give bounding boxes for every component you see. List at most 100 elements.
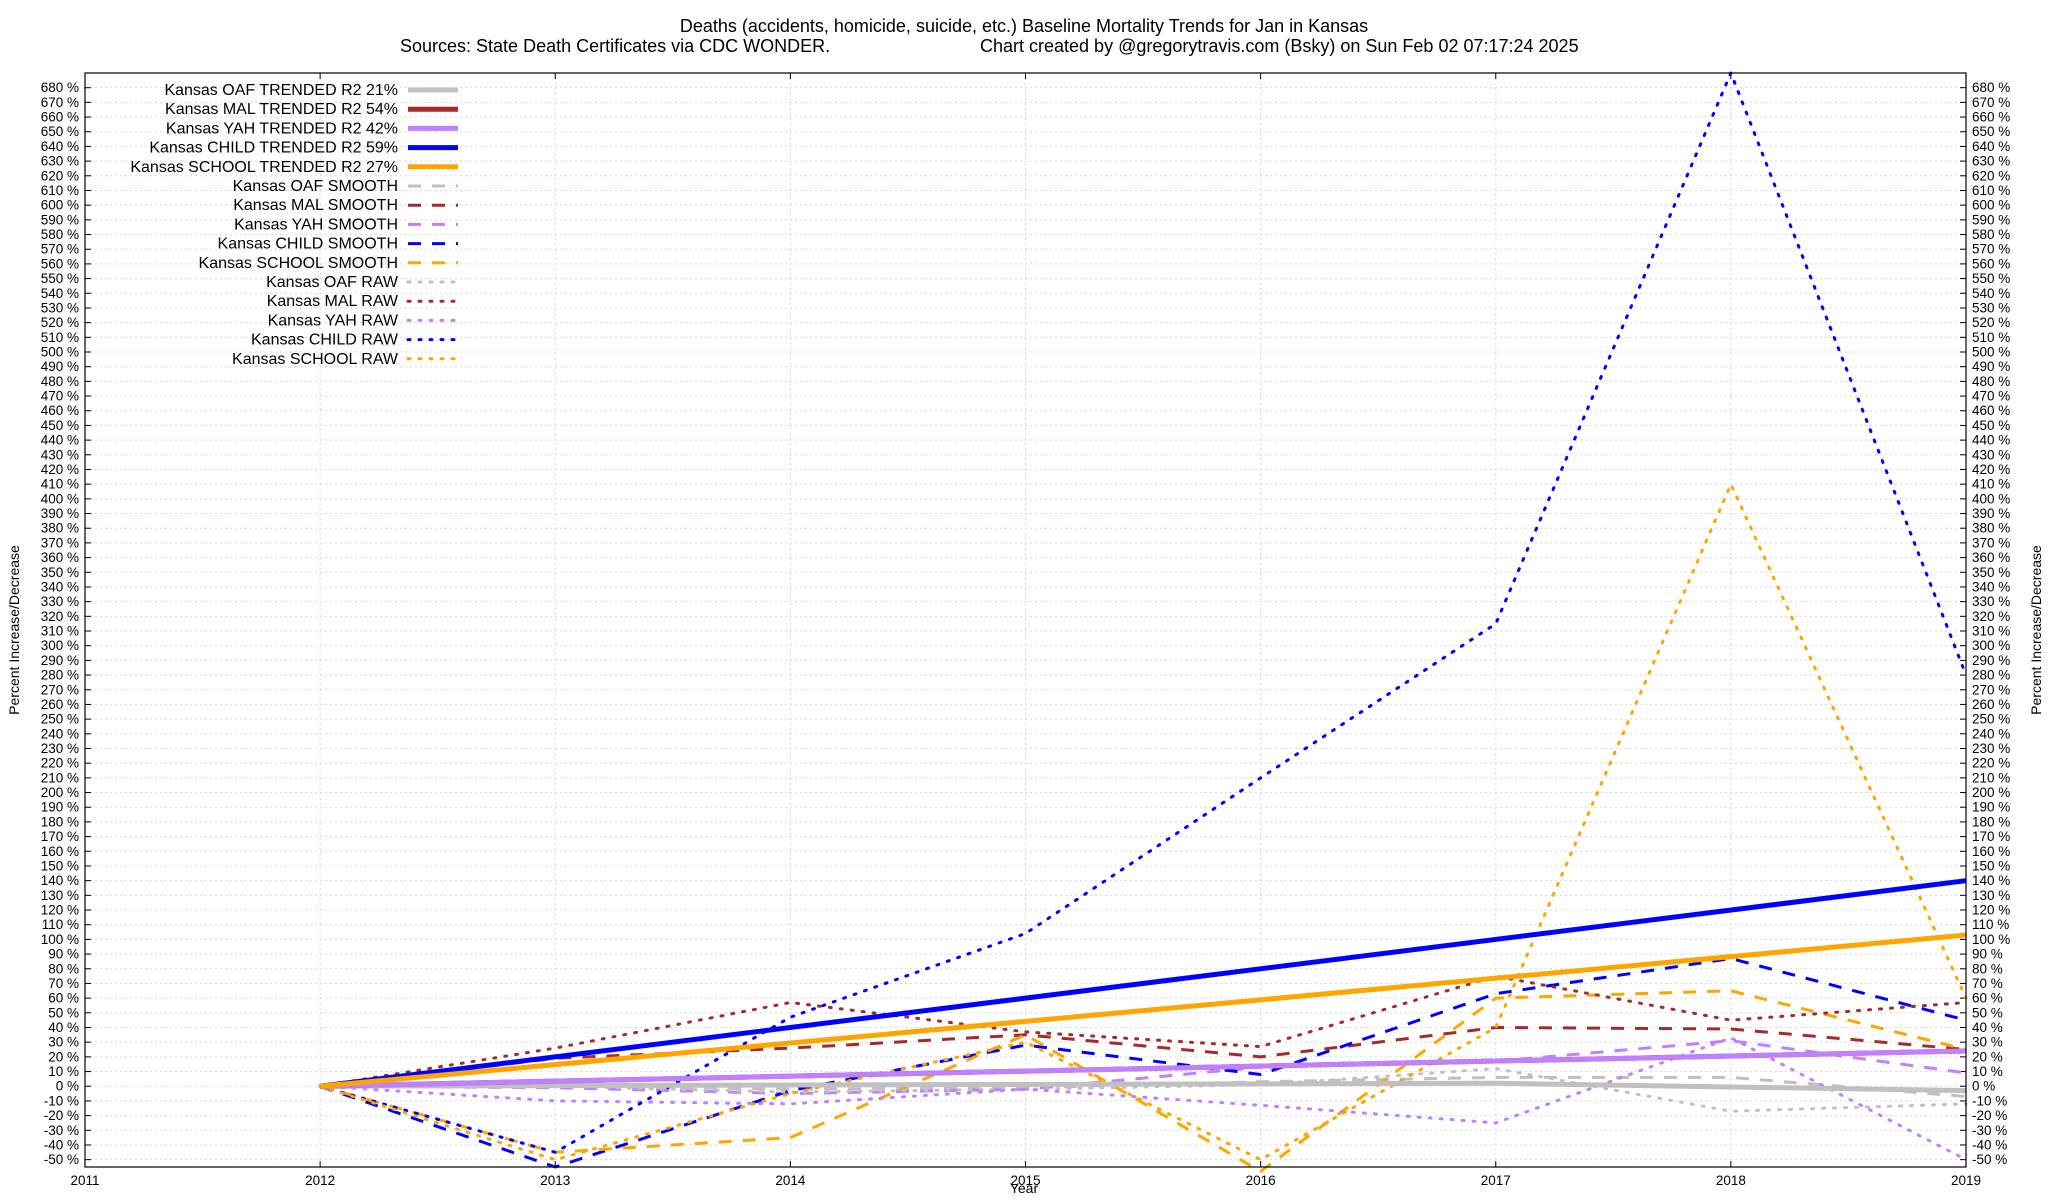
y-tick-label-right: 230 % bbox=[1972, 741, 2010, 756]
y-tick-label: -10 % bbox=[44, 1093, 79, 1108]
series-lines bbox=[318, 71, 1968, 1173]
y-tick-label-right: 80 % bbox=[1972, 961, 2003, 976]
y-tick-label-right: 110 % bbox=[1972, 917, 2009, 932]
y-tick-label-right: 240 % bbox=[1972, 726, 2010, 741]
y-tick-label-right: 420 % bbox=[1972, 462, 2010, 477]
y-tick-label: 150 % bbox=[41, 858, 79, 873]
series-line bbox=[319, 1026, 1967, 1088]
y-tick-label-right: 480 % bbox=[1972, 374, 2010, 389]
x-tick-label: 2019 bbox=[1951, 1173, 1981, 1188]
y-tick-label: 540 % bbox=[41, 286, 79, 301]
y-tick-label: -40 % bbox=[44, 1137, 79, 1152]
y-tick-label-right: 370 % bbox=[1972, 535, 2010, 550]
series-line bbox=[320, 1039, 1967, 1096]
y-tick-label-right: 660 % bbox=[1972, 110, 2010, 125]
x-tick-label: 2017 bbox=[1481, 1173, 1511, 1188]
y-tick-label: 190 % bbox=[41, 800, 79, 815]
y-tick-label: 440 % bbox=[41, 433, 79, 448]
y-tick-label-right: 470 % bbox=[1972, 389, 2010, 404]
legend-label: Kansas MAL TRENDED R2 54% bbox=[165, 101, 398, 118]
y-tick-label: 0 % bbox=[56, 1079, 79, 1094]
y-tick-label: 280 % bbox=[41, 668, 79, 683]
y-tick-label: 490 % bbox=[41, 359, 79, 374]
y-tick-label: 570 % bbox=[41, 242, 79, 257]
y-tick-label: 90 % bbox=[48, 947, 79, 962]
y-tick-label: 10 % bbox=[48, 1064, 79, 1079]
y-tick-label: 270 % bbox=[41, 682, 79, 697]
y-axis-label: Percent Increase/Decrease bbox=[6, 545, 22, 715]
y-tick-label-right: 310 % bbox=[1972, 624, 2010, 639]
chart-subtitle-source: Sources: State Death Certificates via CD… bbox=[400, 36, 830, 56]
y-tick-label-right: 530 % bbox=[1972, 300, 2010, 315]
y-tick-label: 660 % bbox=[41, 110, 79, 125]
y-tick-label-right: 20 % bbox=[1972, 1049, 2003, 1064]
y-tick-label: 250 % bbox=[41, 712, 79, 727]
y-tick-label: 210 % bbox=[41, 770, 79, 785]
x-tick-label: 2011 bbox=[70, 1173, 99, 1188]
y-tick-label-right: 330 % bbox=[1972, 594, 2010, 609]
y-tick-label-right: 520 % bbox=[1972, 315, 2010, 330]
y-tick-label-right: 200 % bbox=[1972, 785, 2010, 800]
y-tick-label: 180 % bbox=[41, 814, 79, 829]
y-tick-label-right: 580 % bbox=[1972, 227, 2010, 242]
y-tick-label-right: 150 % bbox=[1972, 858, 2010, 873]
y-tick-label: 670 % bbox=[41, 95, 79, 110]
y-tick-label: -20 % bbox=[44, 1108, 79, 1123]
y-tick-label: 610 % bbox=[41, 183, 79, 198]
y-tick-label: 550 % bbox=[41, 271, 79, 286]
y-tick-label-right: 90 % bbox=[1972, 947, 2003, 962]
y-tick-label-right: 590 % bbox=[1972, 212, 2010, 227]
legend-label: Kansas SCHOOL TRENDED R2 27% bbox=[130, 159, 398, 176]
y-tick-label: 380 % bbox=[41, 521, 79, 536]
y-tick-label: -50 % bbox=[44, 1152, 79, 1167]
y-tick-label: 640 % bbox=[41, 139, 79, 154]
y-tick-label-right: 570 % bbox=[1972, 242, 2010, 257]
y-tick-label-right: 620 % bbox=[1972, 168, 2010, 183]
y-tick-label-right: 40 % bbox=[1972, 1020, 2003, 1035]
y-tick-label-right: 100 % bbox=[1972, 932, 2010, 947]
y-axis-label-right: Percent Increase/Decrease bbox=[2028, 545, 2044, 715]
y-tick-label-right: 670 % bbox=[1972, 95, 2010, 110]
y-tick-label-right: 10 % bbox=[1972, 1064, 2003, 1079]
y-tick-label-right: 0 % bbox=[1972, 1079, 1995, 1094]
y-tick-label: 120 % bbox=[41, 903, 79, 918]
y-tick-label: 590 % bbox=[41, 212, 79, 227]
series-line bbox=[319, 989, 1967, 1173]
legend-label: Kansas YAH RAW bbox=[268, 312, 399, 329]
legend-label: Kansas YAH TRENDED R2 42% bbox=[166, 120, 398, 137]
y-tick-label-right: 490 % bbox=[1972, 359, 2010, 374]
y-tick-label: 320 % bbox=[41, 609, 79, 624]
legend-label: Kansas SCHOOL RAW bbox=[232, 351, 399, 368]
y-tick-label: 350 % bbox=[41, 565, 79, 580]
legend-label: Kansas OAF SMOOTH bbox=[233, 178, 398, 195]
legend-label: Kansas YAH SMOOTH bbox=[234, 216, 398, 233]
y-tick-label: 100 % bbox=[41, 932, 79, 947]
y-tick-label-right: 450 % bbox=[1972, 418, 2010, 433]
plot-frame bbox=[84, 72, 1967, 1168]
y-tick-label: 360 % bbox=[41, 550, 79, 565]
y-tick-label-right: 430 % bbox=[1972, 447, 2010, 462]
y-tick-label: 330 % bbox=[41, 594, 79, 609]
y-tick-label: 70 % bbox=[48, 976, 79, 991]
series-line bbox=[320, 1080, 1967, 1094]
y-tick-label: 50 % bbox=[48, 1005, 79, 1020]
series-line bbox=[318, 1036, 1968, 1162]
chart-subtitle-credit: Chart created by @gregorytravis.com (Bsk… bbox=[980, 36, 1579, 56]
series-line bbox=[319, 957, 1967, 1169]
y-tick-label-right: 350 % bbox=[1972, 565, 2010, 580]
y-tick-label: 460 % bbox=[41, 403, 79, 418]
y-tick-label: 580 % bbox=[41, 227, 79, 242]
y-tick-label-right: 650 % bbox=[1972, 124, 2010, 139]
x-axis-label: Year bbox=[1010, 1180, 1039, 1196]
x-tick-label: 2015 bbox=[1010, 1173, 1040, 1188]
y-tick-label: 340 % bbox=[41, 579, 79, 594]
y-tick-label: 140 % bbox=[41, 873, 79, 888]
y-tick-label-right: 70 % bbox=[1972, 976, 2003, 991]
y-tick-label-right: 170 % bbox=[1972, 829, 2010, 844]
x-axis-ticks: 2011 2012 2013 2014 2015 2016 2017 2018 2019 bbox=[70, 73, 1981, 1188]
y-tick-label-right: 140 % bbox=[1972, 873, 2010, 888]
y-tick-label-right: 540 % bbox=[1972, 286, 2010, 301]
legend-label: Kansas MAL SMOOTH bbox=[233, 197, 398, 214]
series-line bbox=[319, 932, 1967, 1089]
y-tick-label: 260 % bbox=[41, 697, 79, 712]
